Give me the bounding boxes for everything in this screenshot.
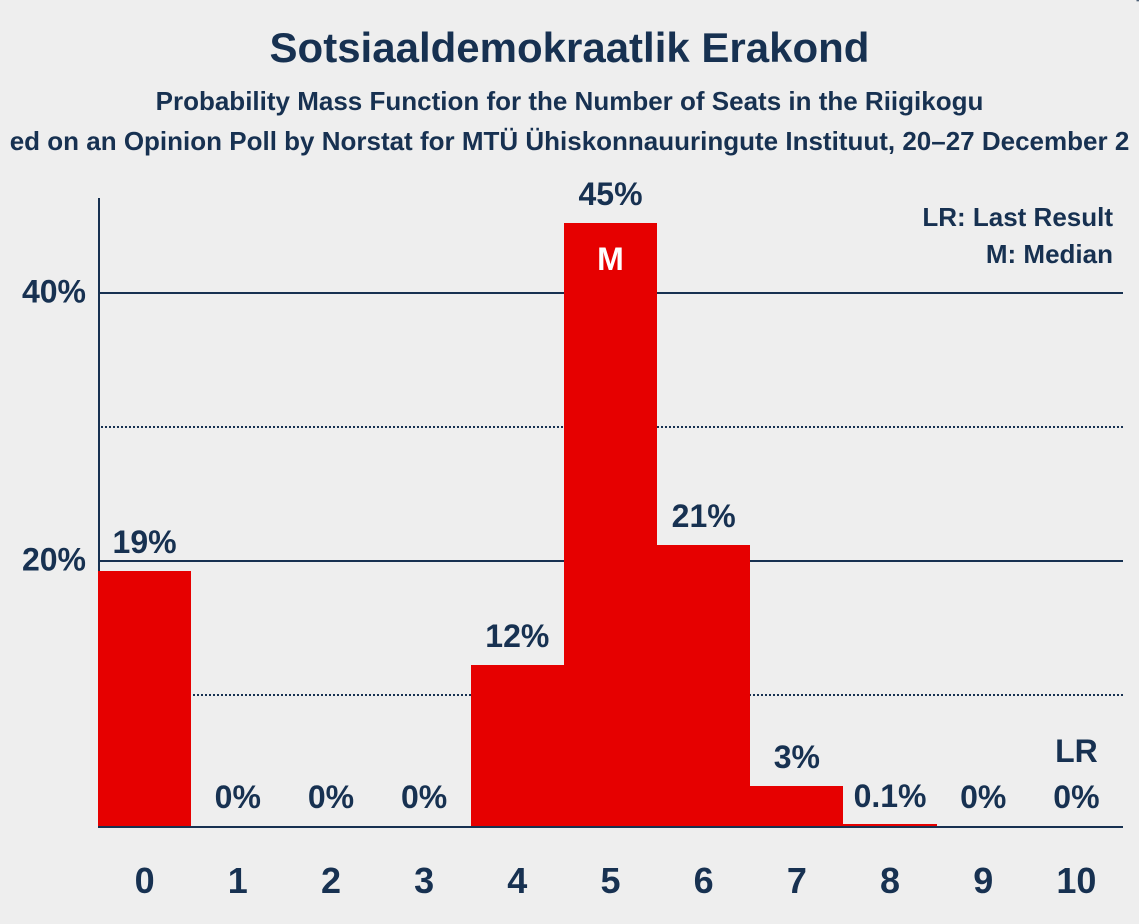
x-tick-label: 3 — [414, 860, 434, 902]
copyright-text: © 2022 Filip van Laenen — [1133, 0, 1139, 2]
chart-title: Sotsiaaldemokraatlik Erakond — [0, 24, 1139, 72]
plot-area: LR: Last Result M: Median 20%40%19%00%10… — [98, 198, 1123, 828]
bar-value-label: 19% — [113, 524, 177, 561]
x-tick-label: 4 — [507, 860, 527, 902]
x-tick-label: 0 — [135, 860, 155, 902]
x-tick-label: 10 — [1056, 860, 1096, 902]
bar-value-label: 21% — [672, 498, 736, 535]
bar — [657, 545, 750, 826]
legend: LR: Last Result M: Median — [922, 202, 1113, 270]
bar-value-label: 3% — [774, 739, 820, 776]
x-tick-label: 1 — [228, 860, 248, 902]
bar-value-label: 0.1% — [854, 778, 927, 815]
x-tick-label: 2 — [321, 860, 341, 902]
bar-value-label: 45% — [578, 176, 642, 213]
bar — [471, 665, 564, 826]
x-tick-label: 8 — [880, 860, 900, 902]
bar-value-label: 0% — [960, 779, 1006, 816]
chart-subtitle: Probability Mass Function for the Number… — [0, 86, 1139, 117]
chart-container: © 2022 Filip van Laenen Sotsiaaldemokraa… — [0, 0, 1139, 924]
bar-inner-label: M — [597, 241, 624, 278]
bar-value-label: 0% — [308, 779, 354, 816]
bar: M — [564, 223, 657, 826]
x-tick-label: 7 — [787, 860, 807, 902]
bar-value-label: 12% — [485, 618, 549, 655]
bar-value-label: 0% — [401, 779, 447, 816]
bar — [843, 824, 936, 826]
legend-m: M: Median — [922, 239, 1113, 270]
bar-value-label: 0% — [1053, 779, 1099, 816]
x-tick-label: 6 — [694, 860, 714, 902]
bar — [98, 571, 191, 826]
legend-lr: LR: Last Result — [922, 202, 1113, 233]
y-tick-label: 20% — [22, 541, 98, 578]
chart-source-line: ed on an Opinion Poll by Norstat for MTÜ… — [0, 126, 1139, 157]
bar-value-label: 0% — [215, 779, 261, 816]
bar — [750, 786, 843, 826]
y-tick-label: 40% — [22, 273, 98, 310]
x-axis-line — [98, 826, 1123, 828]
bar-extra-label: LR — [1055, 733, 1098, 770]
x-tick-label: 5 — [600, 860, 620, 902]
x-tick-label: 9 — [973, 860, 993, 902]
